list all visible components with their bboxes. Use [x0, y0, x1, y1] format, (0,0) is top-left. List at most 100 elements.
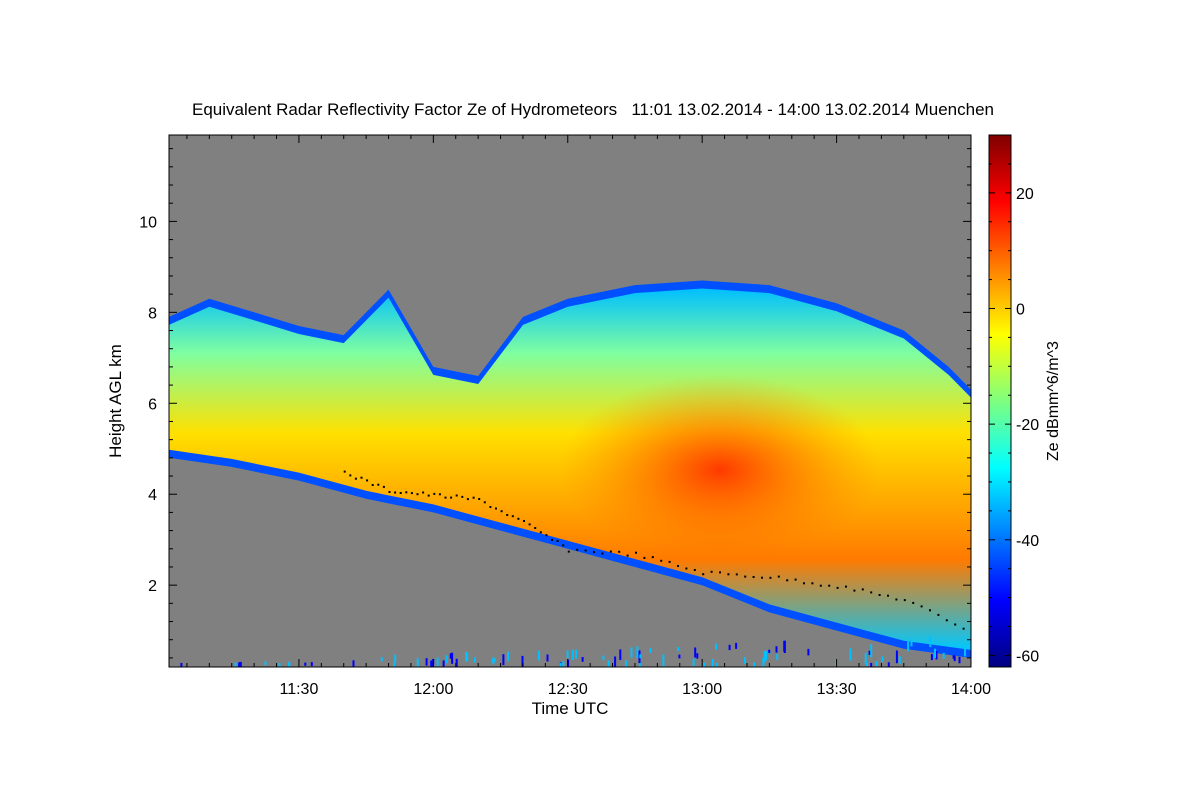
detection-point [523, 520, 525, 522]
detection-point [382, 485, 385, 488]
clutter-cell [636, 646, 639, 658]
y-tick-label: 2 [148, 578, 157, 595]
clutter-cell [581, 657, 584, 662]
detection-point [651, 556, 654, 559]
x-tick-label: 13:30 [817, 681, 857, 698]
clutter-cell [715, 643, 718, 650]
clutter-cell [703, 662, 705, 667]
clutter-cell [678, 654, 681, 659]
clutter-cell [677, 647, 680, 651]
detection-point [556, 540, 559, 542]
plot-frame [168, 134, 972, 668]
colorbar-tick-label: -40 [1016, 533, 1039, 550]
clutter-cell [180, 662, 183, 667]
detection-point [719, 571, 721, 574]
clutter-cell [694, 647, 697, 658]
detection-point [343, 470, 346, 473]
clutter-cell [571, 649, 574, 660]
clutter-cell [493, 658, 496, 662]
clutter-cell [807, 648, 810, 656]
detection-point [903, 599, 906, 602]
detection-point [811, 582, 814, 585]
clutter-cell [449, 653, 452, 659]
clutter-cell [507, 651, 510, 662]
clutter-cell [868, 650, 871, 655]
detection-point [962, 627, 965, 630]
clutter-cell [942, 652, 945, 659]
detection-point [861, 588, 864, 591]
detection-point [660, 559, 663, 562]
clutter-cell [455, 658, 458, 667]
detection-point [887, 594, 889, 597]
detection-point [433, 492, 436, 495]
clutter-cell [436, 657, 439, 667]
colorbar-label: Ze dBmm^6/m^3 [1045, 341, 1062, 461]
clutter-cell [430, 660, 433, 667]
clutter-cell [849, 648, 852, 661]
detection-point [455, 494, 458, 497]
clutter-cell [865, 662, 868, 666]
clutter-cell [624, 660, 627, 667]
detection-point [576, 548, 579, 551]
clutter-cell [864, 653, 867, 664]
detection-point [710, 570, 713, 573]
colorbar: 20 0 -20 -40 -60 Ze dBmm^6/m^3 [988, 134, 1062, 668]
detection-point [761, 576, 763, 579]
clutter-cell [521, 655, 524, 667]
detection-point [744, 575, 747, 578]
plot-area [169, 135, 971, 667]
detection-point [388, 491, 391, 493]
clutter-cell [783, 640, 786, 652]
detection-point [727, 573, 730, 576]
clutter-cell [715, 662, 718, 667]
clutter-cell [614, 656, 617, 667]
detection-point [360, 476, 363, 479]
clutter-cell [711, 658, 714, 667]
clutter-cell [562, 661, 565, 667]
detection-point [349, 474, 352, 477]
detection-point [635, 551, 637, 554]
detection-point [517, 517, 520, 520]
clutter-cell [952, 655, 955, 659]
clutter-cell [239, 661, 242, 667]
colorbar-ticks: 20 0 -20 -40 -60 [989, 134, 1039, 665]
clutter-cell [425, 658, 428, 666]
clutter-cell [630, 647, 633, 658]
clutter-cell [638, 661, 641, 667]
detection-point [422, 491, 425, 494]
y-tick-label: 4 [148, 487, 157, 504]
clutter-cell [416, 658, 419, 667]
detection-point [567, 550, 570, 553]
clutter-cell [910, 639, 913, 647]
clutter-cell [662, 654, 665, 667]
detection-point [405, 491, 408, 494]
detection-point [929, 609, 931, 612]
clutter-cell [930, 654, 933, 661]
clutter-cell [304, 662, 307, 666]
colorbar-tick-label: -20 [1016, 417, 1039, 434]
chart-title: Equivalent Radar Reflectivity Factor Ze … [192, 100, 994, 119]
detection-point [416, 493, 419, 496]
detection-point [528, 523, 531, 526]
detection-point [836, 586, 839, 589]
detection-point [545, 534, 548, 537]
colorbar-scale [988, 134, 1012, 668]
detection-point [794, 578, 797, 581]
clutter-cell [907, 641, 910, 652]
detection-point [450, 496, 453, 499]
detection-point [937, 613, 940, 616]
clutter-cell [380, 657, 383, 662]
clutter-cell [278, 663, 281, 667]
detection-point [752, 576, 755, 578]
clutter-cell [775, 646, 778, 653]
reflectivity-core [560, 375, 880, 565]
clutter-cell [639, 654, 642, 659]
detection-point [483, 501, 486, 504]
detection-point [444, 496, 447, 499]
detection-point [427, 494, 430, 497]
detection-point [593, 551, 595, 554]
clutter-cell [870, 644, 873, 658]
detection-point [643, 556, 646, 559]
detection-point [478, 498, 481, 500]
